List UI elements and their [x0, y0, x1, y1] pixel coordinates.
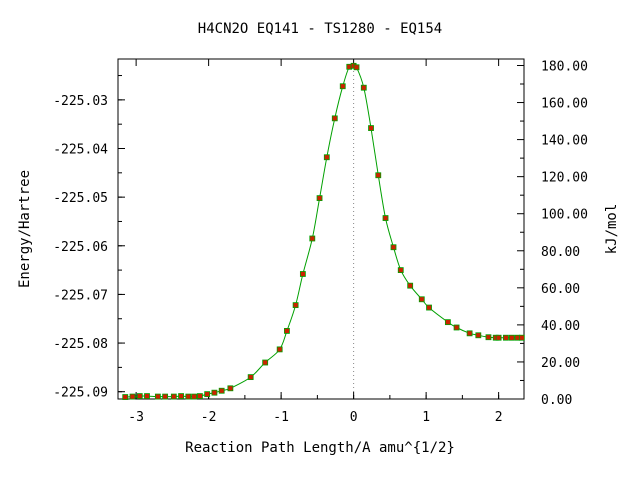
- data-point: [485, 334, 492, 341]
- y-right-tick-label: 160.00: [541, 97, 588, 112]
- data-point: [353, 64, 360, 71]
- data-point: [397, 267, 404, 274]
- y-right-tick-label: 180.00: [541, 59, 588, 74]
- right-y-axis-label: kJ/mol: [604, 204, 620, 255]
- left-y-axis-label: Energy/Hartree: [17, 170, 33, 288]
- y-right-tick-label: 20.00: [541, 356, 580, 371]
- data-point: [185, 393, 192, 400]
- data-point: [331, 115, 338, 122]
- left-y-axis: -225.03 -225.04 -225.05 -225.06 -225.07 -225.…: [53, 75, 125, 401]
- y-right-tick-label: 120.00: [541, 171, 588, 186]
- right-y-axis: 180.00 160.00 140.00 120.00 100.00 80.00 60.00…: [517, 59, 588, 408]
- chart-title: H4CN2O EQ141 - TS1280 - EQ154: [198, 21, 442, 37]
- x-tick-label: 0: [350, 410, 358, 425]
- data-point: [197, 393, 203, 399]
- data-point: [136, 393, 143, 399]
- data-point: [204, 391, 211, 398]
- y-left-tick-label: -225.09: [53, 386, 108, 401]
- x-axis-label: Reaction Path Length/A amu^{1/2}: [185, 440, 455, 456]
- y-left-tick-label: -225.06: [53, 240, 108, 255]
- data-point: [390, 244, 397, 251]
- x-tick-label: -2: [201, 410, 217, 425]
- y-left-tick-label: -225.04: [53, 142, 108, 157]
- data-point: [407, 282, 414, 289]
- data-point: [178, 393, 184, 399]
- y-right-tick-label: 80.00: [541, 245, 580, 260]
- y-right-tick-label: 0.00: [541, 393, 572, 408]
- data-point: [211, 389, 218, 396]
- data-point: [339, 83, 346, 90]
- data-point: [375, 172, 382, 179]
- data-point: [368, 125, 374, 131]
- data-point: [122, 394, 129, 400]
- y-left-tick-label: -225.08: [53, 337, 108, 352]
- data-point: [292, 302, 299, 309]
- y-right-tick-label: 60.00: [541, 282, 580, 297]
- data-point: [284, 328, 290, 334]
- data-point: [227, 385, 234, 392]
- data-point: [453, 324, 460, 331]
- x-tick-label: -3: [128, 410, 144, 425]
- data-point: [129, 393, 136, 400]
- data-point: [518, 334, 525, 341]
- y-right-tick-label: 140.00: [541, 134, 588, 149]
- data-point: [360, 84, 367, 91]
- x-tick-label: 2: [495, 410, 503, 425]
- data-point: [154, 393, 161, 400]
- data-point: [309, 235, 316, 242]
- data-point: [262, 359, 269, 366]
- y-right-tick-label: 100.00: [541, 208, 588, 223]
- data-point: [162, 393, 169, 400]
- data-point: [218, 387, 225, 394]
- data-point: [247, 374, 254, 381]
- data-point: [170, 393, 177, 400]
- data-point: [495, 334, 502, 341]
- data-point: [466, 330, 473, 337]
- y-left-tick-label: -225.03: [53, 94, 108, 109]
- data-point: [191, 393, 198, 400]
- data-points: [122, 62, 525, 400]
- data-point: [418, 296, 425, 303]
- x-axis: -3 -2 -1 0 1 2: [128, 59, 503, 425]
- y-left-tick-label: -225.07: [53, 288, 108, 303]
- data-point: [276, 346, 283, 353]
- data-point: [144, 393, 150, 399]
- y-right-tick-label: 40.00: [541, 319, 580, 334]
- x-tick-label: 1: [422, 410, 430, 425]
- data-point: [426, 304, 432, 311]
- y-left-tick-label: -225.05: [53, 191, 108, 206]
- data-point: [475, 332, 482, 339]
- data-point: [502, 334, 509, 341]
- data-point: [299, 271, 306, 277]
- data-point: [382, 215, 389, 221]
- plot-frame: [117, 58, 525, 400]
- data-point: [323, 154, 330, 161]
- data-point: [316, 195, 323, 202]
- data-point: [508, 334, 515, 341]
- data-point: [444, 319, 451, 326]
- energy-curve: [125, 64, 522, 398]
- x-tick-label: -1: [273, 410, 289, 425]
